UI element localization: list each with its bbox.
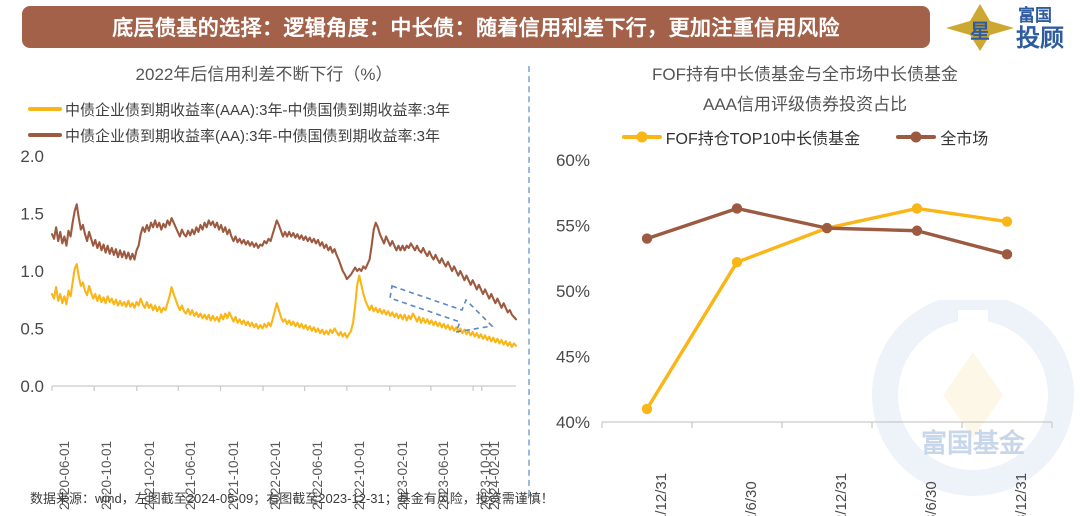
star-icon — [946, 4, 1014, 51]
left-chart-panel: 2022年后信用利差不断下行（%） 中债企业债到期收益率(AAA):3年-中债国… — [0, 58, 528, 510]
left-chart-plot: 0.0 0.5 1.0 1.5 2.0 — [0, 150, 528, 410]
left-ytick-label: 0.5 — [20, 320, 44, 339]
legend-item-whole-market: 全市场 — [896, 125, 988, 149]
right-chart-xaxis: 2021/12/31 2022/6/30 2022/12/31 2023/6/30 20… — [530, 452, 1080, 516]
right-chart-title-line2: AAA信用评级债券投资占比 — [702, 95, 908, 114]
right-series-point-whole-market — [821, 222, 833, 234]
right-ytick-label: 45% — [556, 348, 590, 367]
right-ytick-label: 60% — [556, 152, 590, 170]
legend-item-aaa: 中债企业债到期收益率(AAA):3年-中债国债到期收益率:3年 — [28, 96, 528, 122]
legend-item-fof-top10: FOF持仓TOP10中长债基金 — [621, 125, 861, 149]
right-series-point-whole-market — [641, 233, 653, 244]
legend-swatch-aa — [28, 133, 62, 137]
right-series-point-whole-market — [731, 203, 743, 214]
source-note: 数据来源：wind，左图截至2024-05-09；右图截至2023-12-31；… — [30, 491, 554, 506]
legend-marker-fof-top10 — [621, 135, 662, 139]
right-series-point-fof-top10 — [911, 203, 923, 214]
legend-marker-whole-market — [896, 135, 937, 139]
right-xtick-label: 2023/6/30 — [923, 481, 940, 516]
fuguo-touguo-logo: 星 富国 投顾 — [940, 2, 1072, 52]
left-series-line-aa — [50, 203, 518, 321]
right-ytick-label: 40% — [556, 413, 590, 432]
slide-header-banner: 底层债基的选择：逻辑角度：中长债：随着信用利差下行，更加注重信用风险 — [22, 6, 930, 48]
right-series-point-whole-market — [1001, 249, 1013, 260]
right-chart-plot: 40% 45% 50% 55% 60% — [530, 152, 1080, 452]
left-chart-title: 2022年后信用利差不断下行（%） — [135, 65, 393, 84]
right-xtick-label: 2022/12/31 — [833, 472, 850, 516]
panel-divider — [528, 66, 530, 496]
right-chart-title-line1: FOF持有中长债基金与全市场中长债基金 — [652, 65, 958, 84]
left-ytick-label: 0.0 — [20, 377, 44, 396]
right-chart-legend: FOF持仓TOP10中长债基金 全市场 — [530, 124, 1080, 150]
right-xtick-label: 2022/6/30 — [743, 481, 760, 516]
right-xtick-label: 2023/12/31 — [1013, 472, 1030, 516]
page-title: 底层债基的选择：逻辑角度：中长债：随着信用利差下行，更加注重信用风险 — [112, 17, 840, 40]
right-ytick-label: 50% — [556, 282, 590, 301]
left-series-line-aaa — [50, 263, 518, 348]
right-xtick-label: 2021/12/31 — [653, 472, 670, 516]
logo-svg: 星 富国 投顾 — [946, 4, 1064, 52]
right-ytick-label: 55% — [556, 217, 590, 236]
legend-label-aa: 中债企业债到期收益率(AA):3年-中债国债到期收益率:3年 — [65, 127, 441, 145]
right-series-point-fof-top10 — [1001, 216, 1013, 227]
right-series-point-fof-top10 — [641, 403, 653, 415]
left-ytick-label: 2.0 — [20, 150, 44, 166]
right-chart-panel: FOF持有中长债基金与全市场中长债基金 AAA信用评级债券投资占比 FOF持仓T… — [530, 58, 1080, 516]
logo-star-char: 星 — [970, 20, 990, 43]
logo-bottom-text: 投顾 — [1016, 25, 1064, 52]
left-chart-legend: 中债企业债到期收益率(AAA):3年-中债国债到期收益率:3年 中债企业债到期收… — [0, 96, 528, 148]
left-ytick-label: 1.5 — [20, 205, 44, 224]
logo-top-text: 富国 — [1018, 5, 1052, 25]
legend-label-aaa: 中债企业债到期收益率(AAA):3年-中债国债到期收益率:3年 — [65, 101, 451, 119]
legend-swatch-aaa — [28, 107, 62, 111]
left-ytick-label: 1.0 — [20, 262, 44, 281]
right-series-point-whole-market — [911, 225, 923, 236]
downward-trend-arrow-annotation — [389, 284, 494, 334]
legend-label-whole-market: 全市场 — [940, 131, 989, 148]
legend-label-fof-top10: FOF持仓TOP10中长债基金 — [665, 131, 861, 148]
legend-item-aa: 中债企业债到期收益率(AA):3年-中债国债到期收益率:3年 — [28, 122, 528, 148]
right-series-point-fof-top10 — [731, 256, 743, 268]
